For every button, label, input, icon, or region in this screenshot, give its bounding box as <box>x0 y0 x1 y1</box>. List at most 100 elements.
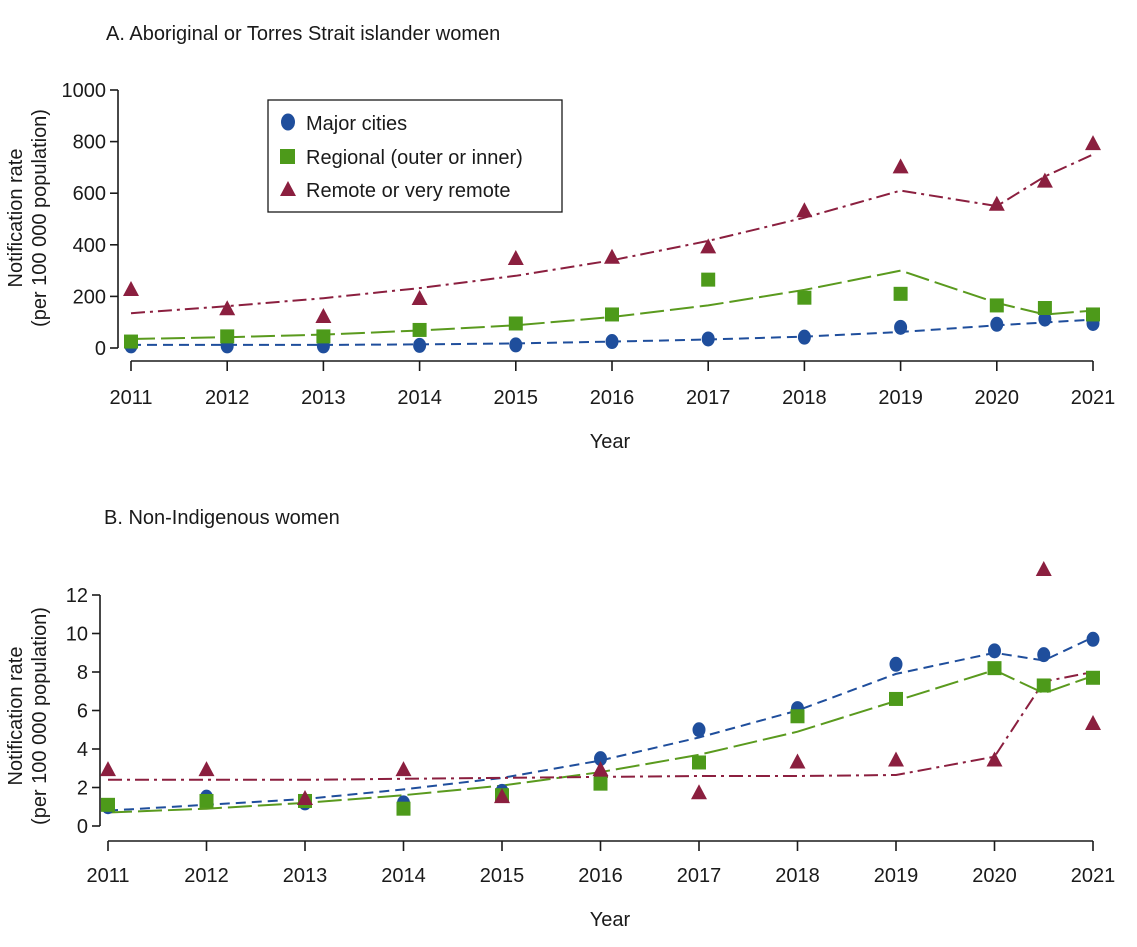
panel-a-point-major <box>413 337 427 353</box>
panel-a-x-tick-label: 2011 <box>109 387 152 409</box>
panel-a-y-tick-label: 1000 <box>62 80 107 102</box>
panel-b-point-regional <box>199 793 214 808</box>
panel-b-point-regional <box>101 797 115 812</box>
legend-marker-major <box>281 113 295 131</box>
panel-a-point-regional <box>797 290 812 305</box>
panel-a-point-regional <box>316 329 331 344</box>
panel-a-point-remote <box>988 195 1005 211</box>
panel-b-x-tick-label: 2019 <box>874 865 919 887</box>
panel-b-point-remote <box>494 788 510 804</box>
panel-a-x-tick-label: 2016 <box>590 387 635 409</box>
panel-a-point-remote <box>796 202 813 218</box>
panel-b-point-remote <box>395 761 412 777</box>
panel-a-point-remote <box>1036 172 1053 188</box>
panel-a-point-major <box>509 337 523 353</box>
panel-b-x-tick-label: 2017 <box>677 865 722 887</box>
legend-marker-regional <box>280 149 295 164</box>
panel-a-y-tick-label: 400 <box>73 235 106 257</box>
panel-a-point-regional <box>1086 307 1100 322</box>
panel-a-point-major <box>894 319 908 335</box>
legend-label-major: Major cities <box>306 113 407 135</box>
panel-b-point-remote <box>1085 714 1101 730</box>
panel-b-axes: 0 2 4 6 8 10 12 2011 2012 2013 2014 2015 2016 2017 201… <box>66 585 1116 887</box>
panel-b-x-tick-label: 2014 <box>381 865 426 887</box>
panel-b-point-remote <box>888 751 904 767</box>
panel-b-y-tick-label: 2 <box>77 778 88 800</box>
panel-a-point-regional <box>989 298 1004 313</box>
panel-b-point-regional <box>790 709 805 724</box>
panel-a-point-regional <box>124 334 138 349</box>
panel-a-point-remote <box>507 249 524 265</box>
panel-a-y-tick-label: 0 <box>95 338 106 360</box>
panel-b-point-remote <box>1035 560 1052 576</box>
panel-a-y-tick-label: 800 <box>73 132 106 154</box>
legend-label-regional: Regional (outer or inner) <box>306 147 523 169</box>
panel-a-title: A. Aboriginal or Torres Strait islander … <box>106 23 500 45</box>
panel-a-x-tick-label: 2018 <box>782 387 827 409</box>
panel-a-x-axis-label: Year <box>590 431 631 453</box>
panel-a-point-remote <box>219 300 236 316</box>
panel-a-point-major <box>605 334 619 350</box>
panel-b-title: B. Non-Indigenous women <box>104 507 340 529</box>
panel-a-x-tick-label: 2014 <box>397 387 442 409</box>
panel-b-x-tick-label: 2011 <box>86 865 129 887</box>
panel-b-point-regional <box>1036 678 1051 693</box>
panel-b-point-remote <box>986 751 1003 767</box>
panel-b-point-remote <box>198 761 215 777</box>
panel-b-point-regional <box>396 801 411 816</box>
panel-a-y-tick-label: 200 <box>73 286 106 308</box>
panel-a-point-regional <box>412 322 427 337</box>
panel-b-y-tick-label: 4 <box>77 739 88 761</box>
panel-a-x-tick-label: 2015 <box>494 387 539 409</box>
panel-b-point-major <box>594 751 607 767</box>
panel-b-x-axis-label: Year <box>590 909 631 931</box>
panel-b-trend-regional <box>107 669 1094 814</box>
panel-a-axes: 0 200 400 600 800 1000 2011 2012 2013 2014 2015 201… <box>62 80 1116 409</box>
panel-a-point-remote <box>1085 135 1101 151</box>
panel-a-y-axis-label: Notification rate <box>5 149 27 288</box>
panel-a-trend-remote <box>130 153 1094 315</box>
panel-b-y-axis-label-units: (per 100 000 population) <box>29 607 51 825</box>
panel-a-y-tick-label: 600 <box>73 183 106 205</box>
panel-a-point-regional <box>220 329 235 344</box>
panel-b-y-tick-label: 8 <box>77 662 88 684</box>
panel-b-point-major <box>1086 631 1100 647</box>
panel-a-x-tick-label: 2019 <box>878 387 923 409</box>
panel-b-point-major <box>692 722 706 738</box>
panel-a-point-regional <box>508 316 523 331</box>
panel-b-point-remote <box>789 753 806 769</box>
panel-a-markers <box>123 135 1101 354</box>
panel-b-x-tick-label: 2018 <box>775 865 820 887</box>
panel-b-x-tick-label: 2013 <box>283 865 328 887</box>
panel-b-point-regional <box>889 691 903 706</box>
panel-b-point-regional <box>1086 670 1100 685</box>
legend-marker-remote <box>280 181 296 196</box>
panel-a-y-axis-label-units: (per 100 000 population) <box>29 109 51 327</box>
panel-a-point-major <box>1038 311 1052 327</box>
legend: Major cities Regional (outer or inner) R… <box>267 99 563 213</box>
panel-a-point-remote <box>604 248 620 264</box>
panel-b-x-tick-label: 2015 <box>480 865 525 887</box>
panel-a-point-regional <box>701 272 716 287</box>
panel-a-point-major <box>990 316 1004 332</box>
panel-a-point-regional <box>1037 301 1052 316</box>
panel-b-y-axis-label: Notification rate <box>5 647 27 786</box>
panel-b-point-remote <box>592 761 609 777</box>
panel-a-chart: A. Aboriginal or Torres Strait islander … <box>5 23 1115 453</box>
panel-a-point-major <box>797 329 811 345</box>
panel-a-point-remote <box>315 308 332 324</box>
panel-a-x-tick-label: 2021 <box>1071 387 1116 409</box>
panel-a-trend-regional <box>130 269 1094 340</box>
panel-b-y-tick-label: 12 <box>66 585 88 607</box>
panel-a-x-tick-label: 2012 <box>205 387 250 409</box>
panel-a-x-tick-label: 2017 <box>686 387 731 409</box>
panel-b-point-major <box>1037 647 1051 663</box>
panel-b-point-major <box>889 656 903 672</box>
panel-a-point-major <box>701 331 715 347</box>
panel-a-x-tick-label: 2013 <box>301 387 346 409</box>
panel-b-y-tick-label: 10 <box>66 624 88 646</box>
panel-b-x-tick-label: 2020 <box>972 865 1017 887</box>
legend-label-remote: Remote or very remote <box>306 180 511 202</box>
legend-box <box>267 99 563 213</box>
panel-b-point-remote <box>691 784 707 800</box>
